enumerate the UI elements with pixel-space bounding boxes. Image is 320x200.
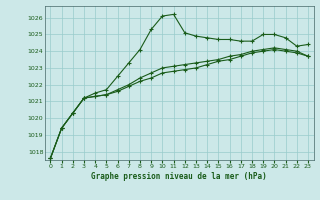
X-axis label: Graphe pression niveau de la mer (hPa): Graphe pression niveau de la mer (hPa) <box>91 172 267 181</box>
